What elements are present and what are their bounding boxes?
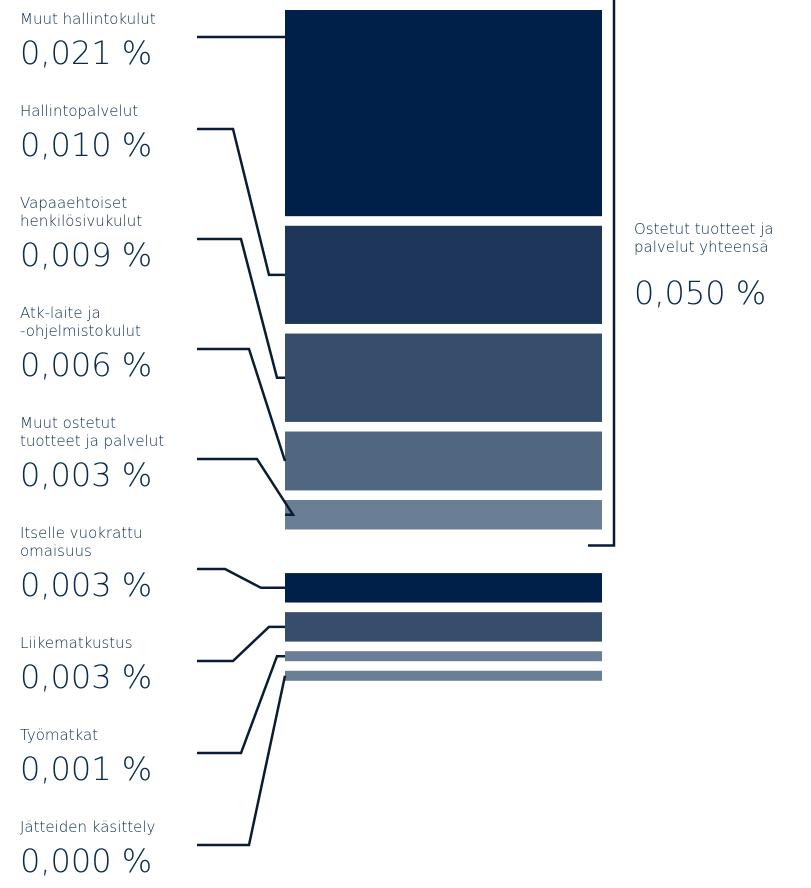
value-label-6: 0,003 % xyxy=(20,658,152,696)
label-group-6: Liikematkustus 0,003 % xyxy=(20,634,152,696)
connector-3 xyxy=(197,347,287,462)
category-label-6-0: Liikematkustus xyxy=(20,634,133,652)
category-label-4-0: Muut ostetut xyxy=(20,414,116,432)
category-label-4-1: tuotteet ja palvelut xyxy=(20,432,164,450)
value-label-2: 0,009 % xyxy=(20,236,152,274)
connector-5 xyxy=(197,567,285,590)
connector-8 xyxy=(197,675,287,847)
connector-1 xyxy=(197,127,285,277)
group-total-label-0: Ostetut tuotteet ja xyxy=(634,220,774,238)
label-group-8: Jätteiden käsittely 0,000 % xyxy=(20,818,156,880)
category-label-3-1: -ohjelmistokulut xyxy=(20,322,141,340)
connector-6 xyxy=(197,625,285,663)
category-label-7-0: Työmatkat xyxy=(20,726,98,744)
value-label-7: 0,001 % xyxy=(20,750,152,788)
value-label-0: 0,021 % xyxy=(20,34,152,72)
bar-5 xyxy=(285,573,602,603)
value-label-4: 0,003 % xyxy=(20,456,152,494)
label-group-3: Atk-laite ja-ohjelmistokulut 0,006 % xyxy=(20,304,152,384)
bar-1 xyxy=(285,225,602,324)
bar-8 xyxy=(285,670,602,681)
label-group-7: Työmatkat 0,001 % xyxy=(20,726,152,788)
connector-2 xyxy=(197,237,285,379)
category-label-2-0: Vapaaehtoiset xyxy=(20,194,127,212)
group-total-value: 0,050 % xyxy=(634,274,766,312)
category-label-0-0: Muut hallintokulut xyxy=(20,10,156,28)
label-group-1: Hallintopalvelut 0,010 % xyxy=(20,102,152,164)
category-label-5-0: Itselle vuokrattu xyxy=(20,524,143,542)
value-label-3: 0,006 % xyxy=(20,346,152,384)
bars-layer xyxy=(285,10,602,681)
bar-6 xyxy=(285,612,602,642)
bar-7 xyxy=(285,651,602,662)
labels-layer: Muut hallintokulut 0,021 % Hallintopalvelu… xyxy=(20,10,164,880)
label-group-0: Muut hallintokulut 0,021 % xyxy=(20,10,156,72)
group-total-label-1: palvelut yhteensä xyxy=(634,238,769,256)
connector-4 xyxy=(197,457,296,517)
category-label-5-1: omaisuus xyxy=(20,542,92,560)
group-bracket xyxy=(588,0,616,547)
connector-7 xyxy=(197,654,285,755)
category-label-3-0: Atk-laite ja xyxy=(20,304,101,322)
bar-2 xyxy=(285,333,602,422)
category-label-2-1: henkilösivukulut xyxy=(20,212,142,230)
bar-4 xyxy=(285,500,602,530)
value-label-1: 0,010 % xyxy=(20,126,152,164)
bar-3 xyxy=(285,431,602,491)
connectors-layer xyxy=(197,35,296,847)
value-label-5: 0,003 % xyxy=(20,566,152,604)
bar-0 xyxy=(285,10,602,217)
category-label-8-0: Jätteiden käsittely xyxy=(20,818,156,836)
value-label-8: 0,000 % xyxy=(20,842,152,880)
category-label-1-0: Hallintopalvelut xyxy=(20,102,138,120)
